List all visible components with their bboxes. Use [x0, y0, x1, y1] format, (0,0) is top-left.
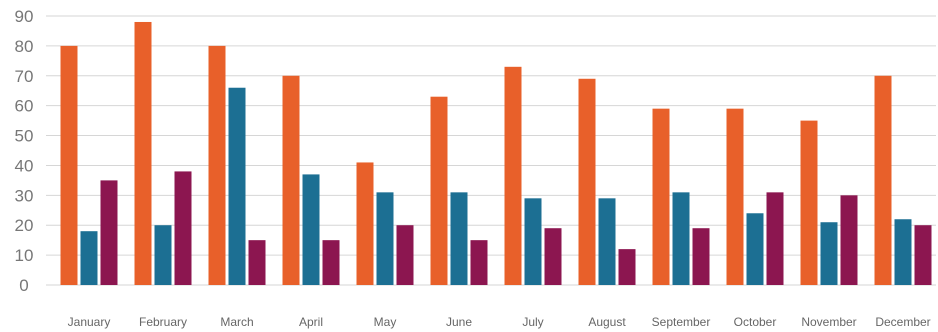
y-tick-label: 20 — [15, 216, 34, 235]
bar-october-series-3 — [766, 192, 784, 285]
y-tick-label: 10 — [15, 246, 34, 265]
bar-august-series-3 — [618, 249, 636, 285]
bar-november-series-1 — [800, 120, 818, 285]
bar-july-series-2 — [524, 198, 542, 285]
bar-march-series-3 — [248, 240, 266, 285]
y-tick-label: 30 — [15, 186, 34, 205]
x-tick-label: May — [374, 315, 397, 329]
y-axis: 0 10 20 30 40 50 60 70 80 90 — [15, 7, 34, 295]
bar-january-series-1 — [60, 45, 78, 286]
bar-february-series-2 — [154, 225, 172, 285]
bar-march-series-2 — [228, 87, 246, 285]
bar-april-series-3 — [322, 240, 340, 285]
bar-may-series-1 — [356, 162, 374, 285]
bar-december-series-3 — [914, 225, 932, 285]
bar-september-series-1 — [652, 108, 670, 286]
bar-february-series-1 — [134, 21, 152, 285]
x-tick-label: September — [652, 315, 711, 329]
x-tick-label: June — [446, 315, 472, 329]
bar-june-series-2 — [450, 192, 468, 285]
y-tick-label: 90 — [15, 7, 34, 26]
bar-september-series-2 — [672, 192, 690, 285]
bar-december-series-1 — [874, 75, 892, 286]
x-tick-label: October — [734, 315, 777, 329]
bar-april-series-1 — [282, 75, 300, 286]
bar-december-series-2 — [894, 219, 912, 285]
bar-august-series-2 — [598, 198, 616, 285]
y-tick-label: 60 — [15, 97, 34, 116]
bar-january-series-3 — [100, 180, 118, 285]
y-tick-label: 50 — [15, 127, 34, 146]
bar-november-series-2 — [820, 222, 838, 285]
x-tick-label: March — [220, 315, 253, 329]
y-tick-label: 80 — [15, 37, 34, 56]
bar-july-series-1 — [504, 66, 522, 285]
x-tick-label: November — [801, 315, 856, 329]
x-tick-label: January — [68, 315, 111, 329]
bars — [60, 21, 932, 286]
x-axis: January February March April May June July Augu… — [68, 315, 931, 329]
bar-october-series-1 — [726, 108, 744, 286]
x-tick-label: April — [299, 315, 323, 329]
y-tick-label: 70 — [15, 67, 34, 86]
x-tick-label: February — [139, 315, 187, 329]
gridlines — [46, 15, 936, 286]
x-tick-label: August — [588, 315, 626, 329]
bar-november-series-3 — [840, 195, 858, 285]
bar-march-series-1 — [208, 45, 226, 286]
y-tick-label: 0 — [19, 276, 28, 295]
bar-june-series-1 — [430, 96, 448, 285]
bar-july-series-3 — [544, 228, 562, 285]
bar-january-series-2 — [80, 231, 98, 285]
bar-august-series-1 — [578, 78, 596, 286]
bar-may-series-2 — [376, 192, 394, 285]
bar-february-series-3 — [174, 171, 192, 285]
x-tick-label: December — [875, 315, 930, 329]
bar-september-series-3 — [692, 228, 710, 285]
x-tick-label: July — [522, 315, 543, 329]
bar-april-series-2 — [302, 174, 320, 285]
bar-october-series-2 — [746, 213, 764, 285]
y-tick-label: 40 — [15, 156, 34, 175]
bar-june-series-3 — [470, 240, 488, 285]
bar-may-series-3 — [396, 225, 414, 285]
